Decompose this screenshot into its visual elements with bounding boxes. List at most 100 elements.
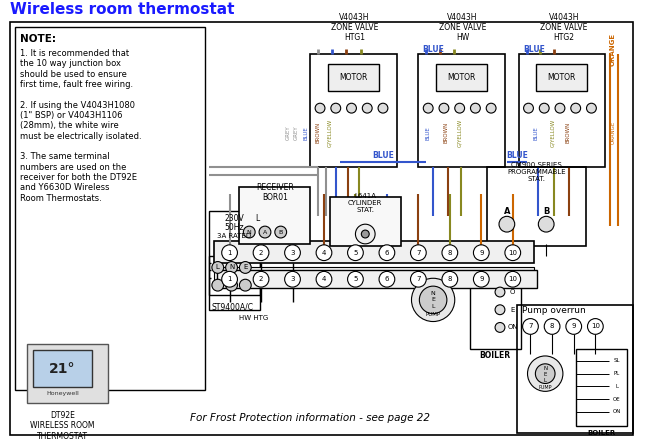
Circle shape [316, 245, 332, 261]
Text: MOTOR: MOTOR [548, 73, 576, 82]
Text: (1" BSP) or V4043H1106: (1" BSP) or V4043H1106 [20, 111, 123, 120]
Circle shape [253, 271, 269, 287]
Circle shape [378, 103, 388, 113]
Text: 3: 3 [290, 276, 295, 282]
Text: V4043H
ZONE VALVE
HTG1: V4043H ZONE VALVE HTG1 [331, 13, 378, 42]
Text: BROWN: BROWN [315, 122, 321, 143]
Bar [214, 267, 535, 281]
Text: B: B [543, 207, 550, 216]
Text: ON: ON [508, 325, 518, 330]
Bar [239, 187, 310, 244]
Text: ORANGE: ORANGE [610, 33, 616, 66]
Text: BOILER: BOILER [479, 351, 511, 360]
Text: 1: 1 [227, 250, 232, 256]
Text: first time, fault free wiring.: first time, fault free wiring. [20, 80, 134, 89]
Circle shape [379, 271, 395, 287]
Text: DT92E
WIRELESS ROOM
THERMOSTAT: DT92E WIRELESS ROOM THERMOSTAT [30, 411, 95, 441]
Circle shape [331, 103, 341, 113]
Bar [330, 197, 401, 246]
Text: 3: 3 [290, 250, 295, 256]
Text: 2: 2 [259, 250, 263, 256]
Circle shape [535, 364, 555, 384]
Text: 1. It is recommended that: 1. It is recommended that [20, 49, 129, 58]
Circle shape [410, 271, 426, 287]
Text: L641A
CYLINDER
STAT.: L641A CYLINDER STAT. [348, 193, 382, 213]
Circle shape [212, 279, 224, 291]
Text: HW HTG: HW HTG [239, 315, 268, 320]
Text: 5: 5 [353, 250, 357, 256]
Text: 8: 8 [448, 276, 452, 282]
Circle shape [522, 319, 539, 334]
Bar [328, 64, 379, 92]
Bar [27, 344, 108, 403]
Circle shape [588, 319, 603, 334]
Text: 4: 4 [322, 276, 326, 282]
Circle shape [539, 216, 554, 232]
Text: 10: 10 [508, 250, 517, 256]
Text: L: L [255, 214, 259, 223]
Circle shape [524, 103, 533, 113]
Circle shape [505, 245, 521, 261]
Text: For Frost Protection information - see page 22: For Frost Protection information - see p… [190, 413, 430, 423]
Circle shape [315, 103, 325, 113]
Text: G/YELLOW: G/YELLOW [457, 118, 462, 147]
Bar [15, 26, 205, 390]
Text: 8: 8 [448, 250, 452, 256]
Circle shape [455, 103, 464, 113]
Bar [209, 211, 260, 310]
Text: 5: 5 [353, 276, 357, 282]
Text: L: L [216, 265, 220, 270]
Text: GREY: GREY [294, 126, 299, 140]
Text: 3. The same terminal: 3. The same terminal [20, 152, 110, 161]
Circle shape [439, 103, 449, 113]
Text: 6: 6 [384, 276, 389, 282]
Circle shape [442, 245, 458, 261]
Circle shape [284, 271, 301, 287]
Circle shape [410, 245, 426, 261]
Text: N: N [431, 291, 435, 295]
Circle shape [586, 103, 597, 113]
Text: ON: ON [613, 409, 621, 414]
Circle shape [486, 103, 496, 113]
Text: BLUE: BLUE [426, 126, 431, 139]
Circle shape [566, 319, 582, 334]
Circle shape [346, 103, 357, 113]
Text: PL: PL [614, 371, 620, 376]
Text: MOTOR: MOTOR [339, 73, 368, 82]
Circle shape [239, 261, 251, 274]
Circle shape [419, 286, 447, 314]
Text: must be electrically isolated.: must be electrically isolated. [20, 132, 142, 141]
Circle shape [284, 245, 301, 261]
Text: numbers are used on the: numbers are used on the [20, 163, 126, 172]
Circle shape [495, 287, 505, 297]
Text: OE: OE [613, 397, 620, 402]
Text: RECEIVER
BOR01: RECEIVER BOR01 [256, 183, 293, 202]
Circle shape [243, 226, 255, 238]
Bar [517, 305, 633, 433]
Circle shape [470, 103, 481, 113]
Circle shape [253, 245, 269, 261]
Text: 1: 1 [227, 276, 232, 282]
Bar [519, 54, 605, 167]
Text: 9: 9 [479, 250, 484, 256]
Text: GREY: GREY [286, 126, 291, 140]
Text: BLUE: BLUE [422, 45, 444, 54]
Bar [310, 54, 397, 167]
Text: receiver for both the DT92E: receiver for both the DT92E [20, 173, 137, 182]
Circle shape [222, 245, 237, 261]
Text: SL: SL [614, 358, 620, 363]
Text: 2: 2 [259, 276, 263, 282]
Circle shape [348, 245, 363, 261]
Text: PUMP: PUMP [426, 312, 441, 317]
Circle shape [239, 279, 251, 291]
Circle shape [379, 245, 395, 261]
Text: 3A RATED: 3A RATED [217, 233, 252, 239]
Circle shape [571, 103, 580, 113]
Text: BLUE: BLUE [534, 126, 539, 139]
Text: L: L [544, 378, 547, 383]
Text: N: N [229, 265, 234, 270]
Circle shape [544, 319, 560, 334]
Text: ST9400A/C: ST9400A/C [212, 302, 254, 311]
Text: 9: 9 [479, 276, 484, 282]
Circle shape [316, 271, 332, 287]
